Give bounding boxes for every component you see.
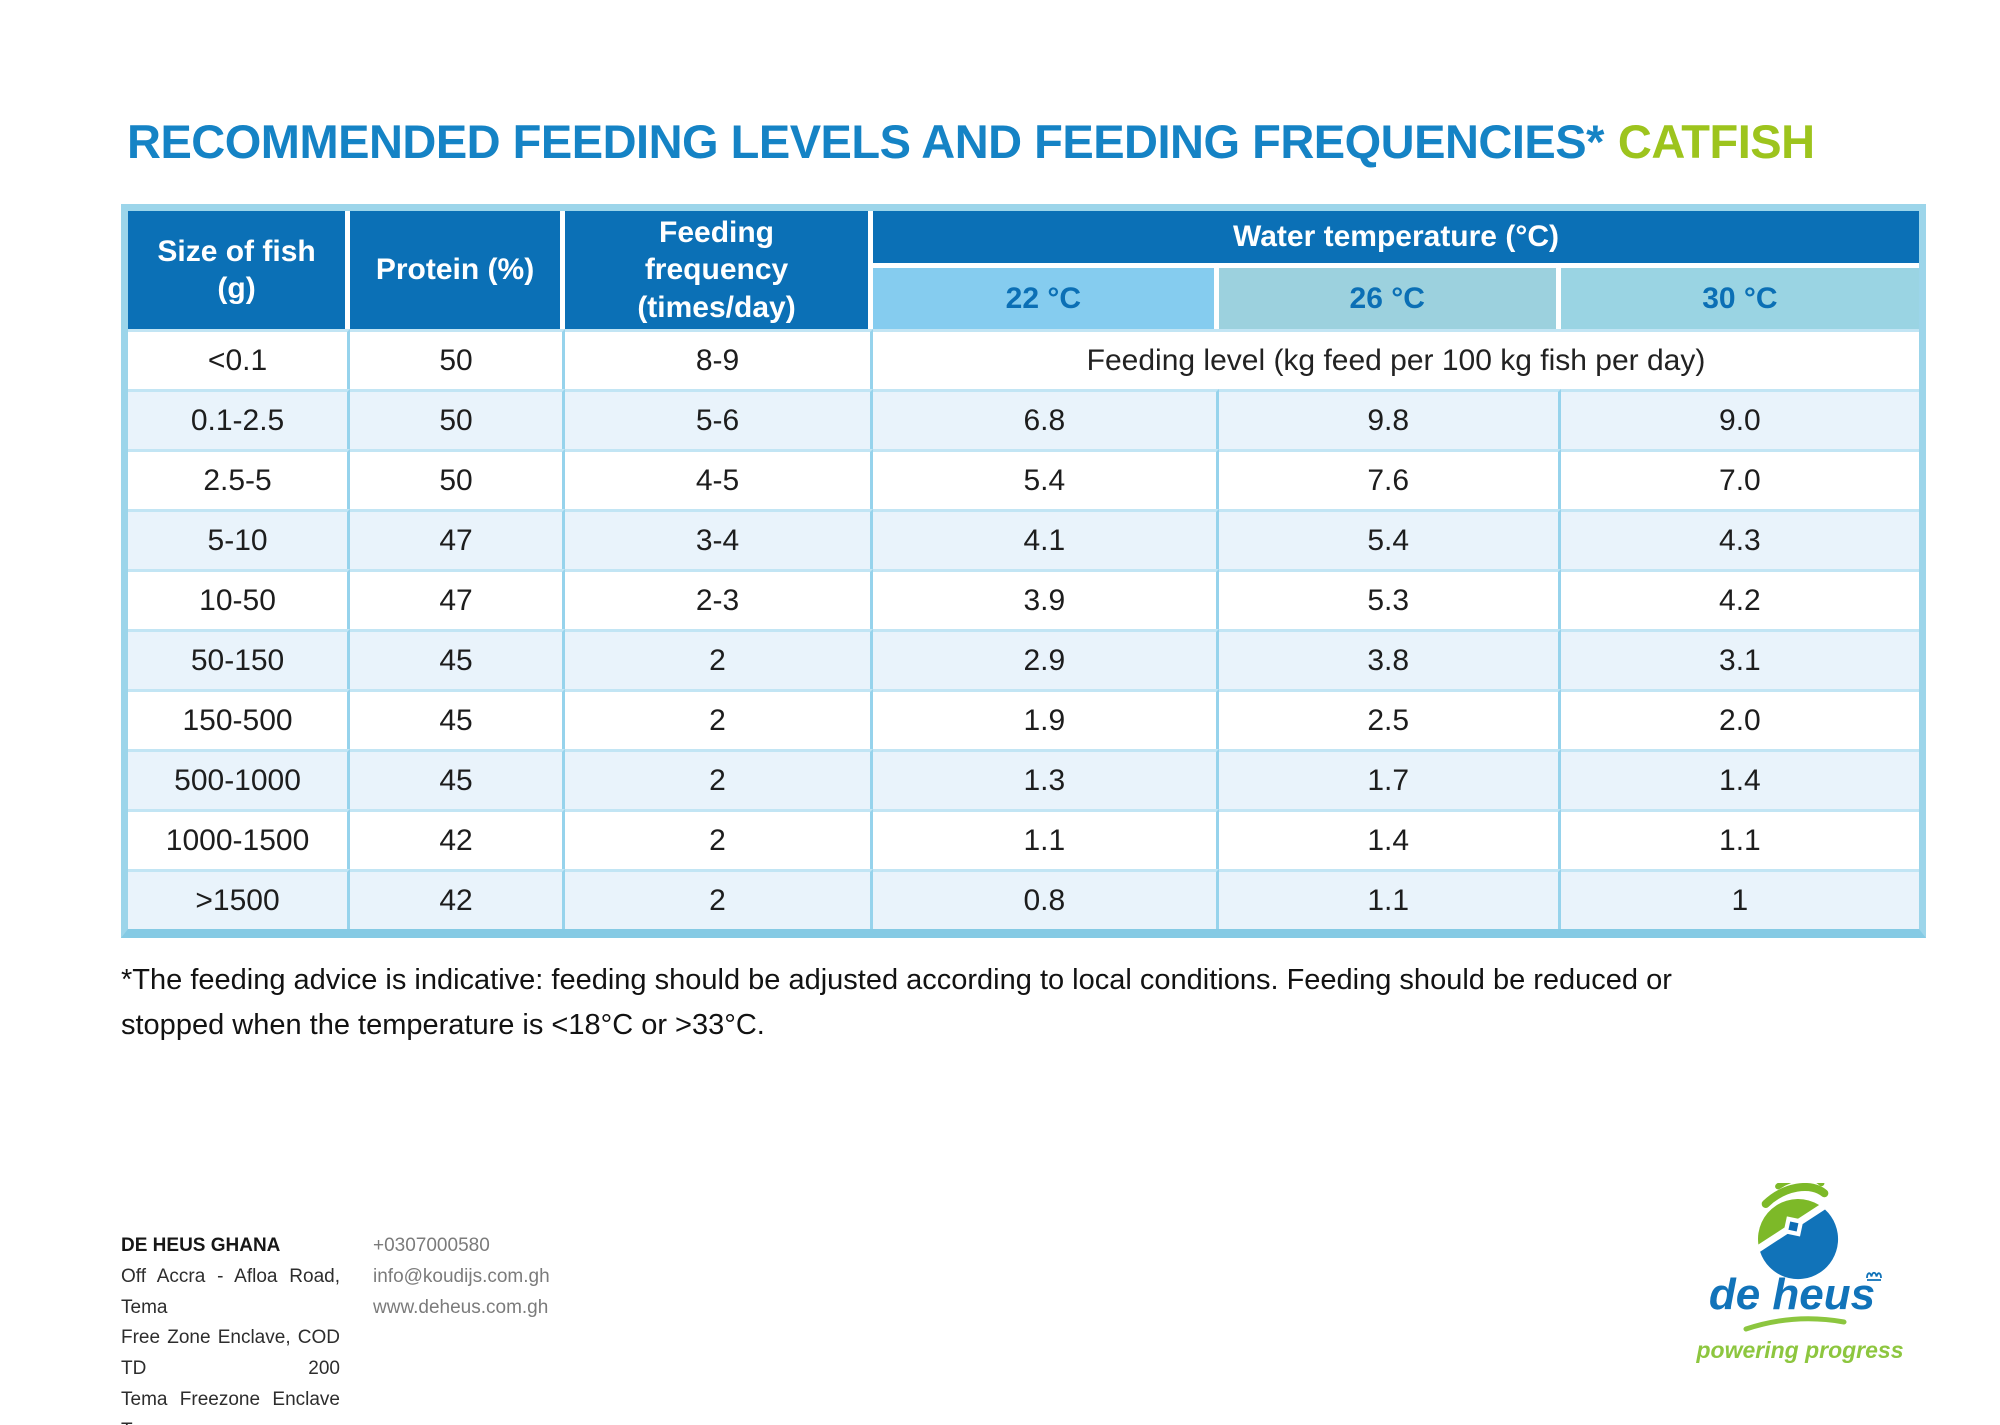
- cell-size-of-fish: >1500: [128, 869, 351, 929]
- header-temp-26°C: 26 °C: [1218, 268, 1561, 329]
- cell-size-of-fish: <0.1: [128, 329, 351, 389]
- footer-address-block: DE HEUS GHANA Off Accra - Afloa Road, Te…: [121, 1231, 340, 1425]
- cell-protein: 47: [350, 569, 565, 629]
- cell-protein: 50: [350, 389, 565, 449]
- table-row: 10-50 47 2-3 3.9 5.3 4.2: [128, 569, 1919, 629]
- cell-temp-value-2: 4.3: [1560, 509, 1919, 569]
- logo-tagline: powering progress: [1696, 1337, 1904, 1363]
- feeding-table-grid: Size of fish (g) Protein (%) Feeding fre…: [128, 211, 1919, 929]
- cell-frequency: 2: [564, 869, 874, 929]
- cell-temp-value-2: 3.1: [1560, 629, 1919, 689]
- cell-size-of-fish: 1000-1500: [128, 809, 351, 869]
- cell-protein: 45: [350, 629, 565, 689]
- cell-temp-value-0: 1.1: [873, 809, 1219, 869]
- feeding-table: Size of fish (g) Protein (%) Feeding fre…: [121, 204, 1926, 938]
- cell-temp-value-2: 2.0: [1560, 689, 1919, 749]
- title-highlight-catfish: CATFISH: [1617, 115, 1815, 168]
- cell-temp-value-2: 1.4: [1560, 749, 1919, 809]
- title-main: RECOMMENDED FEEDING LEVELS AND FEEDING F…: [127, 115, 1604, 168]
- cell-temp-value-1: 1.1: [1218, 869, 1561, 929]
- table-row: <0.1 50 8-9 Feeding level (kg feed per 100 …: [128, 329, 1919, 389]
- cell-feeding-level-caption: Feeding level (kg feed per 100 kg fish p…: [873, 329, 1919, 389]
- cell-temp-value-0: 6.8: [873, 389, 1219, 449]
- cell-temp-value-1: 2.5: [1218, 689, 1561, 749]
- company-name: DE HEUS GHANA: [121, 1235, 281, 1256]
- cell-frequency: 2: [564, 809, 874, 869]
- cell-size-of-fish: 50-150: [128, 629, 351, 689]
- deheus-wordmark: de heus: [1709, 1270, 1875, 1319]
- header-water-temperature: Water temperature (°C): [873, 211, 1919, 269]
- deheus-globe-icon: de heus: [1709, 1183, 1882, 1332]
- cell-protein: 47: [350, 509, 565, 569]
- cell-temp-value-2: 1.1: [1560, 809, 1919, 869]
- footnote: *The feeding advice is indicative: feedi…: [121, 964, 1672, 1041]
- cell-protein: 45: [350, 749, 565, 809]
- logo-swoosh: [1743, 1316, 1847, 1332]
- website-url: www.deheus.com.gh: [373, 1296, 549, 1318]
- cell-temp-value-1: 7.6: [1218, 449, 1561, 509]
- cell-frequency: 5-6: [564, 389, 874, 449]
- page-title: RECOMMENDED FEEDING LEVELS AND FEEDING F…: [127, 118, 1815, 165]
- crown-icon: [1866, 1271, 1882, 1281]
- cell-temp-value-1: 5.4: [1218, 509, 1561, 569]
- header-feeding-frequency: Feeding frequency (times/day): [564, 211, 874, 329]
- header-temp-22°C: 22 °C: [873, 268, 1219, 329]
- cell-temp-value-0: 2.9: [873, 629, 1219, 689]
- cell-frequency: 2: [564, 689, 874, 749]
- cell-protein: 42: [350, 869, 565, 929]
- footer-contact-block: +0307000580 info@koudijs.com.gh www.dehe…: [373, 1231, 550, 1323]
- cell-protein: 45: [350, 689, 565, 749]
- cell-temp-value-1: 5.3: [1218, 569, 1561, 629]
- cell-size-of-fish: 150-500: [128, 689, 351, 749]
- cell-frequency: 4-5: [564, 449, 874, 509]
- cell-temp-value-0: 0.8: [873, 869, 1219, 929]
- phone-number: +0307000580: [373, 1235, 490, 1256]
- cell-protein: 50: [350, 329, 565, 389]
- cell-temp-value-0: 5.4: [873, 449, 1219, 509]
- cell-temp-value-1: 3.8: [1218, 629, 1561, 689]
- cell-temp-value-2: 1: [1560, 869, 1919, 929]
- cell-frequency: 2: [564, 629, 874, 689]
- cell-temp-value-1: 9.8: [1218, 389, 1561, 449]
- cell-size-of-fish: 5-10: [128, 509, 351, 569]
- header-temp-30°C: 30 °C: [1560, 268, 1919, 329]
- table-row: 1000-1500 42 2 1.1 1.4 1.1: [128, 809, 1919, 869]
- deheus-logo: de heus powering progress: [1686, 1183, 1914, 1364]
- cell-frequency: 2-3: [564, 569, 874, 629]
- cell-temp-value-0: 1.9: [873, 689, 1219, 749]
- cell-temp-value-0: 1.3: [873, 749, 1219, 809]
- cell-size-of-fish: 2.5-5: [128, 449, 351, 509]
- cell-temp-value-1: 1.4: [1218, 809, 1561, 869]
- cell-temp-value-0: 4.1: [873, 509, 1219, 569]
- cell-protein: 50: [350, 449, 565, 509]
- cell-temp-value-2: 9.0: [1560, 389, 1919, 449]
- cell-frequency: 2: [564, 749, 874, 809]
- cell-frequency: 8-9: [564, 329, 874, 389]
- table-row: >1500 42 2 0.8 1.1 1: [128, 869, 1919, 929]
- cell-size-of-fish: 0.1-2.5: [128, 389, 351, 449]
- table-row: 500-1000 45 2 1.3 1.7 1.4: [128, 749, 1919, 809]
- header-protein: Protein (%): [350, 211, 565, 329]
- address-line: Off Accra - Afloa Road, Tema: [121, 1265, 340, 1318]
- table-row: 5-10 47 3-4 4.1 5.4 4.3: [128, 509, 1919, 569]
- cell-protein: 42: [350, 809, 565, 869]
- table-row: 0.1-2.5 50 5-6 6.8 9.8 9.0: [128, 389, 1919, 449]
- cell-temp-value-2: 7.0: [1560, 449, 1919, 509]
- cell-temp-value-0: 3.9: [873, 569, 1219, 629]
- cell-size-of-fish: 10-50: [128, 569, 351, 629]
- cell-size-of-fish: 500-1000: [128, 749, 351, 809]
- email-address: info@koudijs.com.gh: [373, 1265, 550, 1287]
- table-row: 2.5-5 50 4-5 5.4 7.6 7.0: [128, 449, 1919, 509]
- cell-temp-value-2: 4.2: [1560, 569, 1919, 629]
- table-row: 150-500 45 2 1.9 2.5 2.0: [128, 689, 1919, 749]
- cell-frequency: 3-4: [564, 509, 874, 569]
- table-row: 50-150 45 2 2.9 3.8 3.1: [128, 629, 1919, 689]
- address-line: Free Zone Enclave, COD TD 200: [121, 1327, 340, 1380]
- header-size-of-fish: Size of fish (g): [128, 211, 351, 329]
- address-line: Tema Freezone Enclave Tema: [121, 1388, 340, 1425]
- cell-temp-value-1: 1.7: [1218, 749, 1561, 809]
